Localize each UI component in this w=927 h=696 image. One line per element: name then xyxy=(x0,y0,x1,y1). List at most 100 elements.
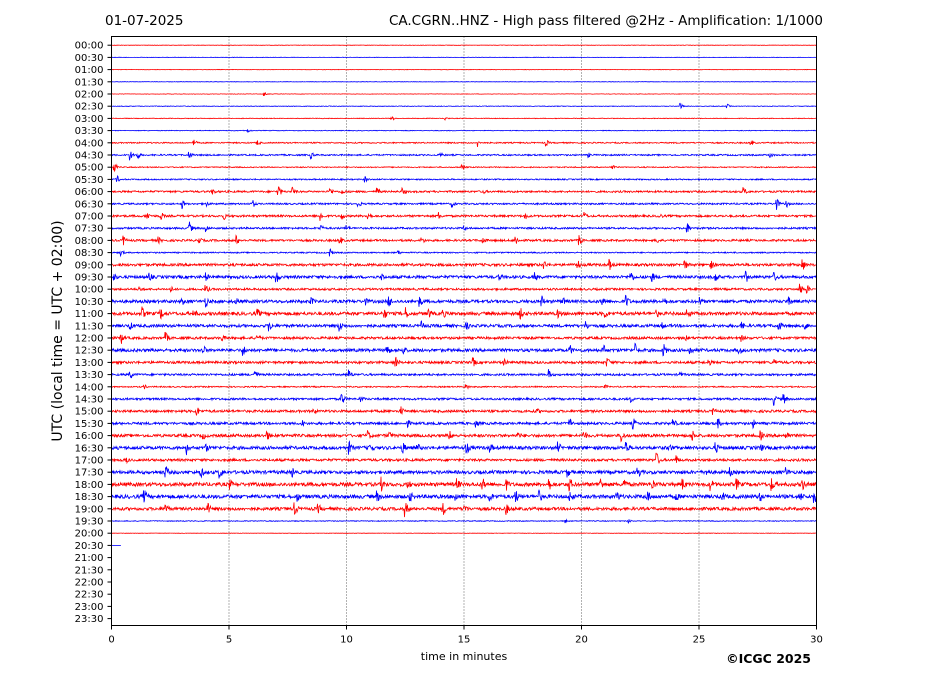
copyright-label: ©ICGC 2025 xyxy=(726,651,811,666)
date-label: 01-07-2025 xyxy=(105,13,183,29)
trace-19:30 xyxy=(111,518,817,524)
y-tick-label-23:30: 23:30 xyxy=(75,614,104,625)
trace-06:00 xyxy=(111,186,817,195)
y-tick-label-21:30: 21:30 xyxy=(75,565,104,576)
trace-19:00 xyxy=(111,502,817,518)
trace-13:00 xyxy=(111,356,817,367)
trace-07:00 xyxy=(111,211,817,221)
trace-18:00 xyxy=(111,476,817,492)
trace-09:30 xyxy=(111,270,817,283)
trace-14:30 xyxy=(111,393,817,406)
y-tick-label-10:30: 10:30 xyxy=(75,297,104,308)
y-tick-label-01:30: 01:30 xyxy=(75,77,104,88)
trace-15:00 xyxy=(111,406,817,416)
trace-03:30 xyxy=(111,129,817,134)
y-tick-label-21:00: 21:00 xyxy=(75,553,104,564)
y-axis-label: UTC (local time = UTC + 02:00) xyxy=(50,220,66,441)
y-tick-label-13:30: 13:30 xyxy=(75,370,104,381)
trace-12:00 xyxy=(111,331,817,344)
y-tick-label-08:30: 08:30 xyxy=(75,248,104,259)
y-tick-label-06:30: 06:30 xyxy=(75,199,104,210)
grid-lines xyxy=(228,36,700,626)
y-tick-label-15:00: 15:00 xyxy=(75,407,104,418)
y-tick-label-09:30: 09:30 xyxy=(75,273,104,284)
y-tick-label-07:30: 07:30 xyxy=(75,224,104,235)
x-tick-label-10: 10 xyxy=(340,635,353,646)
x-tick-label-25: 25 xyxy=(693,635,706,646)
x-axis-label: time in minutes xyxy=(421,650,508,663)
trace-16:30 xyxy=(111,440,817,456)
trace-11:00 xyxy=(111,306,817,320)
x-tick-label-20: 20 xyxy=(575,635,588,646)
trace-09:00 xyxy=(111,258,817,271)
x-tick-label-5: 5 xyxy=(226,635,232,646)
trace-17:30 xyxy=(111,466,817,479)
y-tick-label-04:00: 04:00 xyxy=(75,138,104,149)
y-tick-label-19:30: 19:30 xyxy=(75,517,104,528)
y-tick-label-17:30: 17:30 xyxy=(75,468,104,479)
trace-04:30 xyxy=(111,151,817,161)
y-tick-label-00:30: 00:30 xyxy=(75,53,104,64)
x-tick-label-15: 15 xyxy=(458,635,471,646)
y-tick-label-16:00: 16:00 xyxy=(75,431,104,442)
trace-02:00 xyxy=(111,92,817,96)
trace-08:30 xyxy=(111,248,817,258)
y-tick-label-16:30: 16:30 xyxy=(75,443,104,454)
y-tick-label-09:00: 09:00 xyxy=(75,260,104,271)
trace-06:30 xyxy=(111,198,817,210)
trace-04:00 xyxy=(111,139,817,147)
y-tick-label-01:00: 01:00 xyxy=(75,65,104,76)
trace-07:30 xyxy=(111,221,817,233)
y-tick-label-07:00: 07:00 xyxy=(75,212,104,223)
y-tick-label-03:30: 03:30 xyxy=(75,126,104,137)
y-tick-label-05:30: 05:30 xyxy=(75,175,104,186)
trace-05:30 xyxy=(111,175,817,183)
trace-17:00 xyxy=(111,452,817,465)
y-tick-label-18:00: 18:00 xyxy=(75,480,104,491)
y-tick-label-00:00: 00:00 xyxy=(75,41,104,52)
trace-11:30 xyxy=(111,320,817,332)
y-tick-label-12:00: 12:00 xyxy=(75,334,104,345)
trace-14:00 xyxy=(111,384,817,390)
y-tick-label-03:00: 03:00 xyxy=(75,114,104,125)
trace-08:00 xyxy=(111,234,817,246)
y-tick-label-22:00: 22:00 xyxy=(75,578,104,589)
y-tick-label-23:00: 23:00 xyxy=(75,602,104,613)
y-tick-label-14:00: 14:00 xyxy=(75,382,104,393)
y-tick-label-17:00: 17:00 xyxy=(75,456,104,467)
trace-10:00 xyxy=(111,283,817,294)
y-tick-label-11:00: 11:00 xyxy=(75,309,104,320)
y-tick-label-11:30: 11:30 xyxy=(75,321,104,332)
trace-03:00 xyxy=(111,116,817,121)
y-tick-label-20:00: 20:00 xyxy=(75,529,104,540)
y-tick-label-05:00: 05:00 xyxy=(75,163,104,174)
trace-18:30 xyxy=(111,489,817,504)
y-tick-label-04:30: 04:30 xyxy=(75,151,104,162)
plot-frame xyxy=(111,36,817,626)
trace-13:30 xyxy=(111,369,817,379)
y-tick-label-14:30: 14:30 xyxy=(75,395,104,406)
y-tick-label-20:30: 20:30 xyxy=(75,541,104,552)
y-tick-label-02:00: 02:00 xyxy=(75,90,104,101)
trace-02:30 xyxy=(111,102,817,110)
x-tick-label-30: 30 xyxy=(810,635,823,646)
trace-12:30 xyxy=(111,342,817,357)
trace-16:00 xyxy=(111,430,817,443)
trace-15:30 xyxy=(111,418,817,430)
y-tick-label-08:00: 08:00 xyxy=(75,236,104,247)
trace-group xyxy=(111,44,817,546)
trace-10:30 xyxy=(111,294,817,308)
y-tick-label-22:30: 22:30 xyxy=(75,590,104,601)
y-tick-label-19:00: 19:00 xyxy=(75,504,104,515)
y-tick-label-18:30: 18:30 xyxy=(75,492,104,503)
y-tick-label-02:30: 02:30 xyxy=(75,102,104,113)
x-tick-labels: 0 5 10 15 20 25 30 xyxy=(108,625,823,646)
y-tick-label-13:00: 13:00 xyxy=(75,358,104,369)
trace-05:00 xyxy=(111,163,817,173)
y-tick-label-12:30: 12:30 xyxy=(75,346,104,357)
y-tick-label-06:00: 06:00 xyxy=(75,187,104,198)
y-tick-label-10:00: 10:00 xyxy=(75,285,104,296)
chart-title: CA.CGRN..HNZ - High pass filtered @2Hz -… xyxy=(389,13,823,29)
